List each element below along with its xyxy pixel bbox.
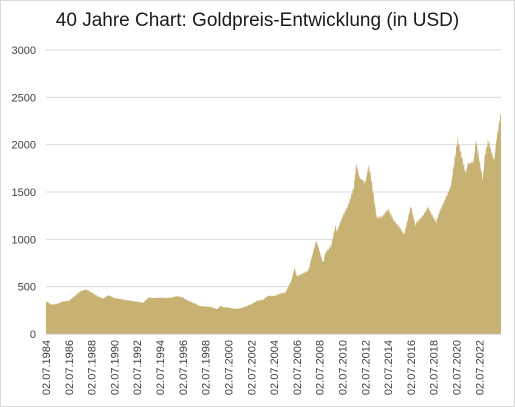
- y-tick-label: 500: [18, 282, 36, 294]
- x-tick-label: 02.07.1988: [87, 340, 99, 395]
- x-tick-label: 02.07.2022: [474, 340, 486, 395]
- x-tick-label: 02.07.1998: [201, 340, 213, 395]
- x-tick-label: 02.07.1992: [132, 340, 144, 395]
- x-tick-label: 02.07.1994: [155, 340, 167, 395]
- x-tick-label: 02.07.1984: [41, 340, 53, 395]
- x-tick-label: 02.07.2004: [269, 340, 281, 395]
- x-tick-label: 02.07.1986: [64, 340, 76, 395]
- y-tick-label: 0: [30, 329, 36, 341]
- x-tick-label: 02.07.2000: [223, 340, 235, 395]
- y-tick-label: 2000: [12, 140, 36, 152]
- y-tick-label: 3000: [12, 45, 36, 57]
- area-series: [46, 112, 501, 334]
- y-tick-label: 2500: [12, 92, 36, 104]
- x-tick-label: 02.07.2018: [429, 340, 441, 395]
- y-tick-label: 1000: [12, 234, 36, 246]
- x-tick-label: 02.07.2012: [360, 340, 372, 395]
- x-axis: 02.07.1984 02.07.1986 02.07.1988 02.07.1990…: [41, 333, 501, 395]
- x-tick-label: 02.07.1990: [109, 340, 121, 395]
- x-tick-label: 02.07.1996: [178, 340, 190, 395]
- x-tick-label: 02.07.2020: [452, 340, 464, 395]
- y-tick-label: 1500: [12, 187, 36, 199]
- chart-title: 40 Jahre Chart: Goldpreis-Entwicklung (i…: [55, 10, 460, 31]
- plot-area: [46, 112, 501, 334]
- x-tick-label: 02.07.2010: [337, 340, 349, 395]
- x-tick-label: 02.07.2016: [406, 340, 418, 395]
- x-tick-label: 02.07.2008: [315, 340, 327, 395]
- x-tick-label: 02.07.2002: [246, 340, 258, 395]
- y-axis: 0 500 1000 1500 2000 2500 3000: [12, 45, 36, 341]
- x-tick-label: 02.07.2014: [383, 340, 395, 395]
- x-tick-label: 02.07.2006: [292, 340, 304, 395]
